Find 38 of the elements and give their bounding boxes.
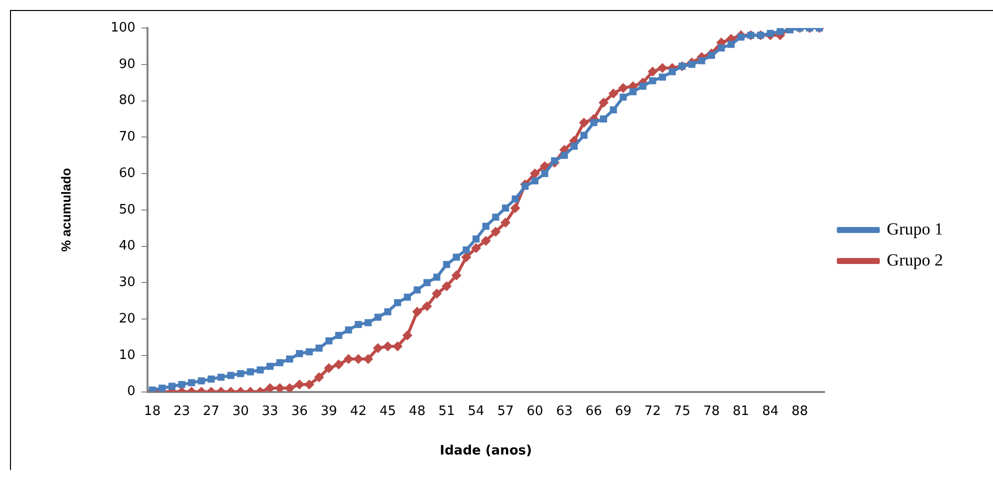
x-tick-label: 39 (320, 404, 338, 419)
x-tick-label: 33 (262, 404, 278, 419)
y-tick-label: 40 (118, 238, 136, 254)
y-tick-label: 30 (118, 275, 136, 290)
y-tick-label: 0 (127, 384, 136, 400)
x-tick-label: 23 (173, 404, 190, 419)
x-tick-label: 78 (703, 404, 720, 419)
y-tick-label: 60 (118, 166, 136, 181)
legend-label: Grupo 1 (886, 219, 944, 238)
y-axis-title: % acumulado (58, 168, 74, 252)
x-tick-label: 18 (144, 404, 161, 419)
y-tick-label: 80 (118, 93, 136, 108)
x-tick-label: 48 (408, 404, 426, 419)
y-tick-label: 10 (118, 348, 136, 363)
x-tick-label: 57 (497, 404, 514, 419)
x-tick-label: 42 (350, 404, 367, 419)
x-tick-label: 66 (586, 404, 602, 419)
x-tick-label: 54 (468, 404, 484, 419)
x-tick-label: 88 (792, 404, 808, 419)
x-tick-label: 51 (438, 404, 455, 419)
x-tick-label: 84 (762, 404, 779, 419)
x-tick-label: 45 (379, 404, 396, 419)
y-tick-label: 70 (118, 130, 136, 145)
x-axis-title: Idade (anos) (440, 444, 532, 459)
x-tick-label: 75 (674, 404, 690, 419)
x-tick-label: 63 (556, 404, 573, 419)
y-tick-label: 20 (118, 311, 136, 326)
x-tick-label: 81 (732, 404, 750, 419)
x-tick-label: 30 (232, 404, 249, 419)
y-tick-label: 50 (118, 202, 136, 218)
x-tick-label: 36 (291, 404, 308, 419)
y-tick-label: 90 (118, 56, 136, 72)
x-tick-label: 27 (202, 404, 220, 419)
y-tick-label: 100 (110, 20, 136, 36)
legend-label: Grupo 2 (886, 250, 944, 270)
x-tick-label: 72 (644, 404, 661, 419)
x-tick-label: 69 (614, 404, 632, 419)
x-tick-label: 60 (526, 404, 544, 419)
